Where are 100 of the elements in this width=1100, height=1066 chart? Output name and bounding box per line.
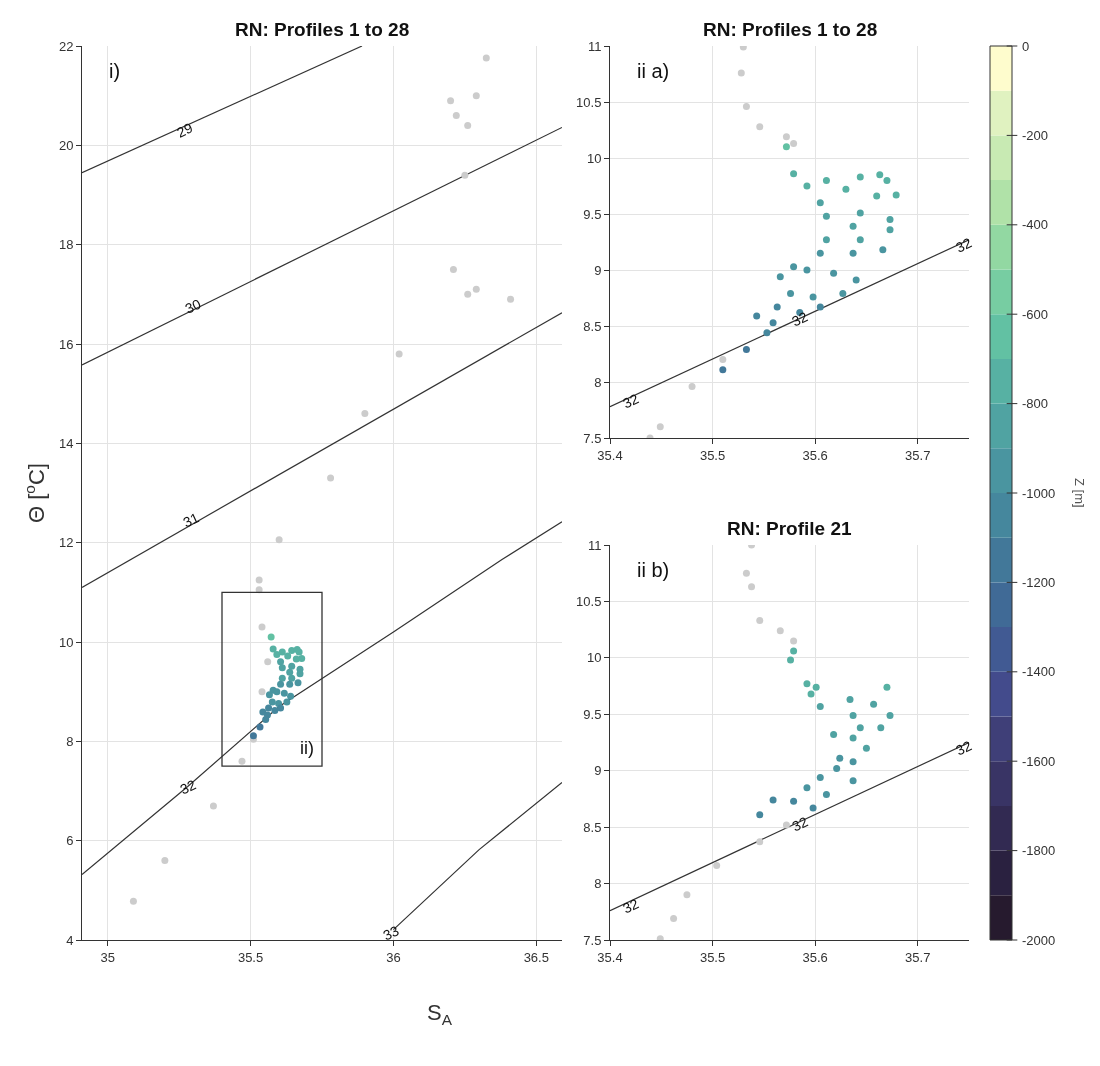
color-bar-label: -2000: [1022, 933, 1056, 948]
point: [756, 838, 764, 846]
point: [856, 724, 864, 732]
point: [883, 683, 891, 691]
point: [776, 273, 784, 281]
x-tick-label: 35.7: [905, 949, 931, 965]
y-tick-label: 9.5: [583, 706, 602, 722]
y-tick-label: 6: [66, 833, 74, 849]
point: [856, 173, 864, 181]
point: [822, 236, 830, 244]
point: [849, 758, 857, 766]
point: [688, 382, 696, 390]
point: [288, 674, 296, 682]
point: [876, 171, 884, 179]
point: [265, 704, 273, 712]
point: [830, 269, 838, 277]
point: [262, 715, 270, 723]
annotation: 31: [180, 509, 202, 531]
point: [862, 744, 870, 752]
point: [683, 891, 691, 899]
annotation: 32: [789, 813, 811, 835]
chart-title: RN: Profiles 1 to 28: [703, 19, 878, 40]
point: [748, 583, 756, 591]
point: [846, 696, 854, 704]
point: [161, 857, 169, 865]
point: [395, 350, 403, 358]
y-tick-label: 20: [58, 137, 74, 153]
point: [327, 474, 335, 482]
annotation: 33: [380, 922, 402, 944]
annotation: 32: [620, 390, 642, 412]
annotation: i): [109, 60, 121, 82]
point: [776, 627, 784, 635]
y-tick-label: 4: [66, 932, 74, 948]
x-tick-label: 35.6: [802, 447, 828, 463]
x-tick-label: 36.5: [523, 949, 549, 965]
point: [839, 290, 847, 298]
color-bar-label: -1000: [1022, 486, 1056, 501]
point: [129, 897, 137, 905]
color-bar-label: 0: [1022, 39, 1030, 54]
point: [268, 698, 276, 706]
point: [886, 216, 894, 224]
chart-title: RN: Profile 21: [727, 518, 853, 539]
color-bar-label: -600: [1022, 307, 1049, 322]
color-bar-label: -1600: [1022, 754, 1056, 769]
point: [886, 711, 894, 719]
color-bar-label: -200: [1022, 128, 1049, 143]
point: [849, 222, 857, 230]
point: [816, 249, 824, 257]
point: [852, 276, 860, 284]
point: [292, 655, 300, 663]
point: [803, 680, 811, 688]
point: [812, 683, 820, 691]
y-tick-label: 9: [594, 262, 602, 278]
point: [255, 576, 263, 584]
point: [283, 698, 291, 706]
annotation: 29: [174, 119, 196, 141]
point: [879, 246, 887, 254]
point: [756, 617, 764, 625]
y-tick-label: 10.5: [576, 94, 602, 110]
point: [822, 176, 830, 184]
point: [275, 536, 283, 544]
y-tick-label: 8.5: [583, 819, 602, 835]
y-tick-label: 9.5: [583, 206, 602, 222]
point: [713, 862, 721, 870]
point: [816, 199, 824, 207]
point: [803, 182, 811, 190]
color-bar-label: -1800: [1022, 843, 1056, 858]
point: [816, 303, 824, 311]
x-tick-label: 35.5: [699, 949, 726, 965]
point: [258, 623, 266, 631]
point: [238, 757, 246, 765]
point: [807, 690, 815, 698]
point: [278, 648, 286, 656]
point: [280, 689, 288, 697]
y-tick-label: 9: [594, 763, 602, 779]
point: [833, 764, 841, 772]
point: [849, 734, 857, 742]
point: [756, 123, 764, 131]
point: [849, 777, 857, 785]
point: [809, 293, 817, 301]
annotation: 30: [182, 295, 204, 317]
annotation: 32: [620, 895, 642, 917]
x-tick-label: 35.4: [597, 447, 623, 463]
point: [277, 658, 285, 666]
y-tick-label: 12: [58, 535, 74, 551]
y-tick-label: 18: [58, 237, 74, 253]
point: [449, 266, 457, 273]
x-axis-title: S$_{A}$: [427, 1000, 453, 1028]
x-tick-label: 36: [386, 949, 401, 965]
point: [273, 688, 281, 696]
point: [656, 423, 664, 431]
point: [870, 700, 878, 708]
point: [278, 674, 286, 682]
point: [790, 170, 798, 178]
point: [790, 263, 798, 271]
point: [849, 249, 857, 257]
y-tick-label: 10: [58, 634, 74, 650]
point: [816, 702, 824, 710]
point: [763, 329, 771, 337]
annotation: 32: [953, 737, 975, 759]
